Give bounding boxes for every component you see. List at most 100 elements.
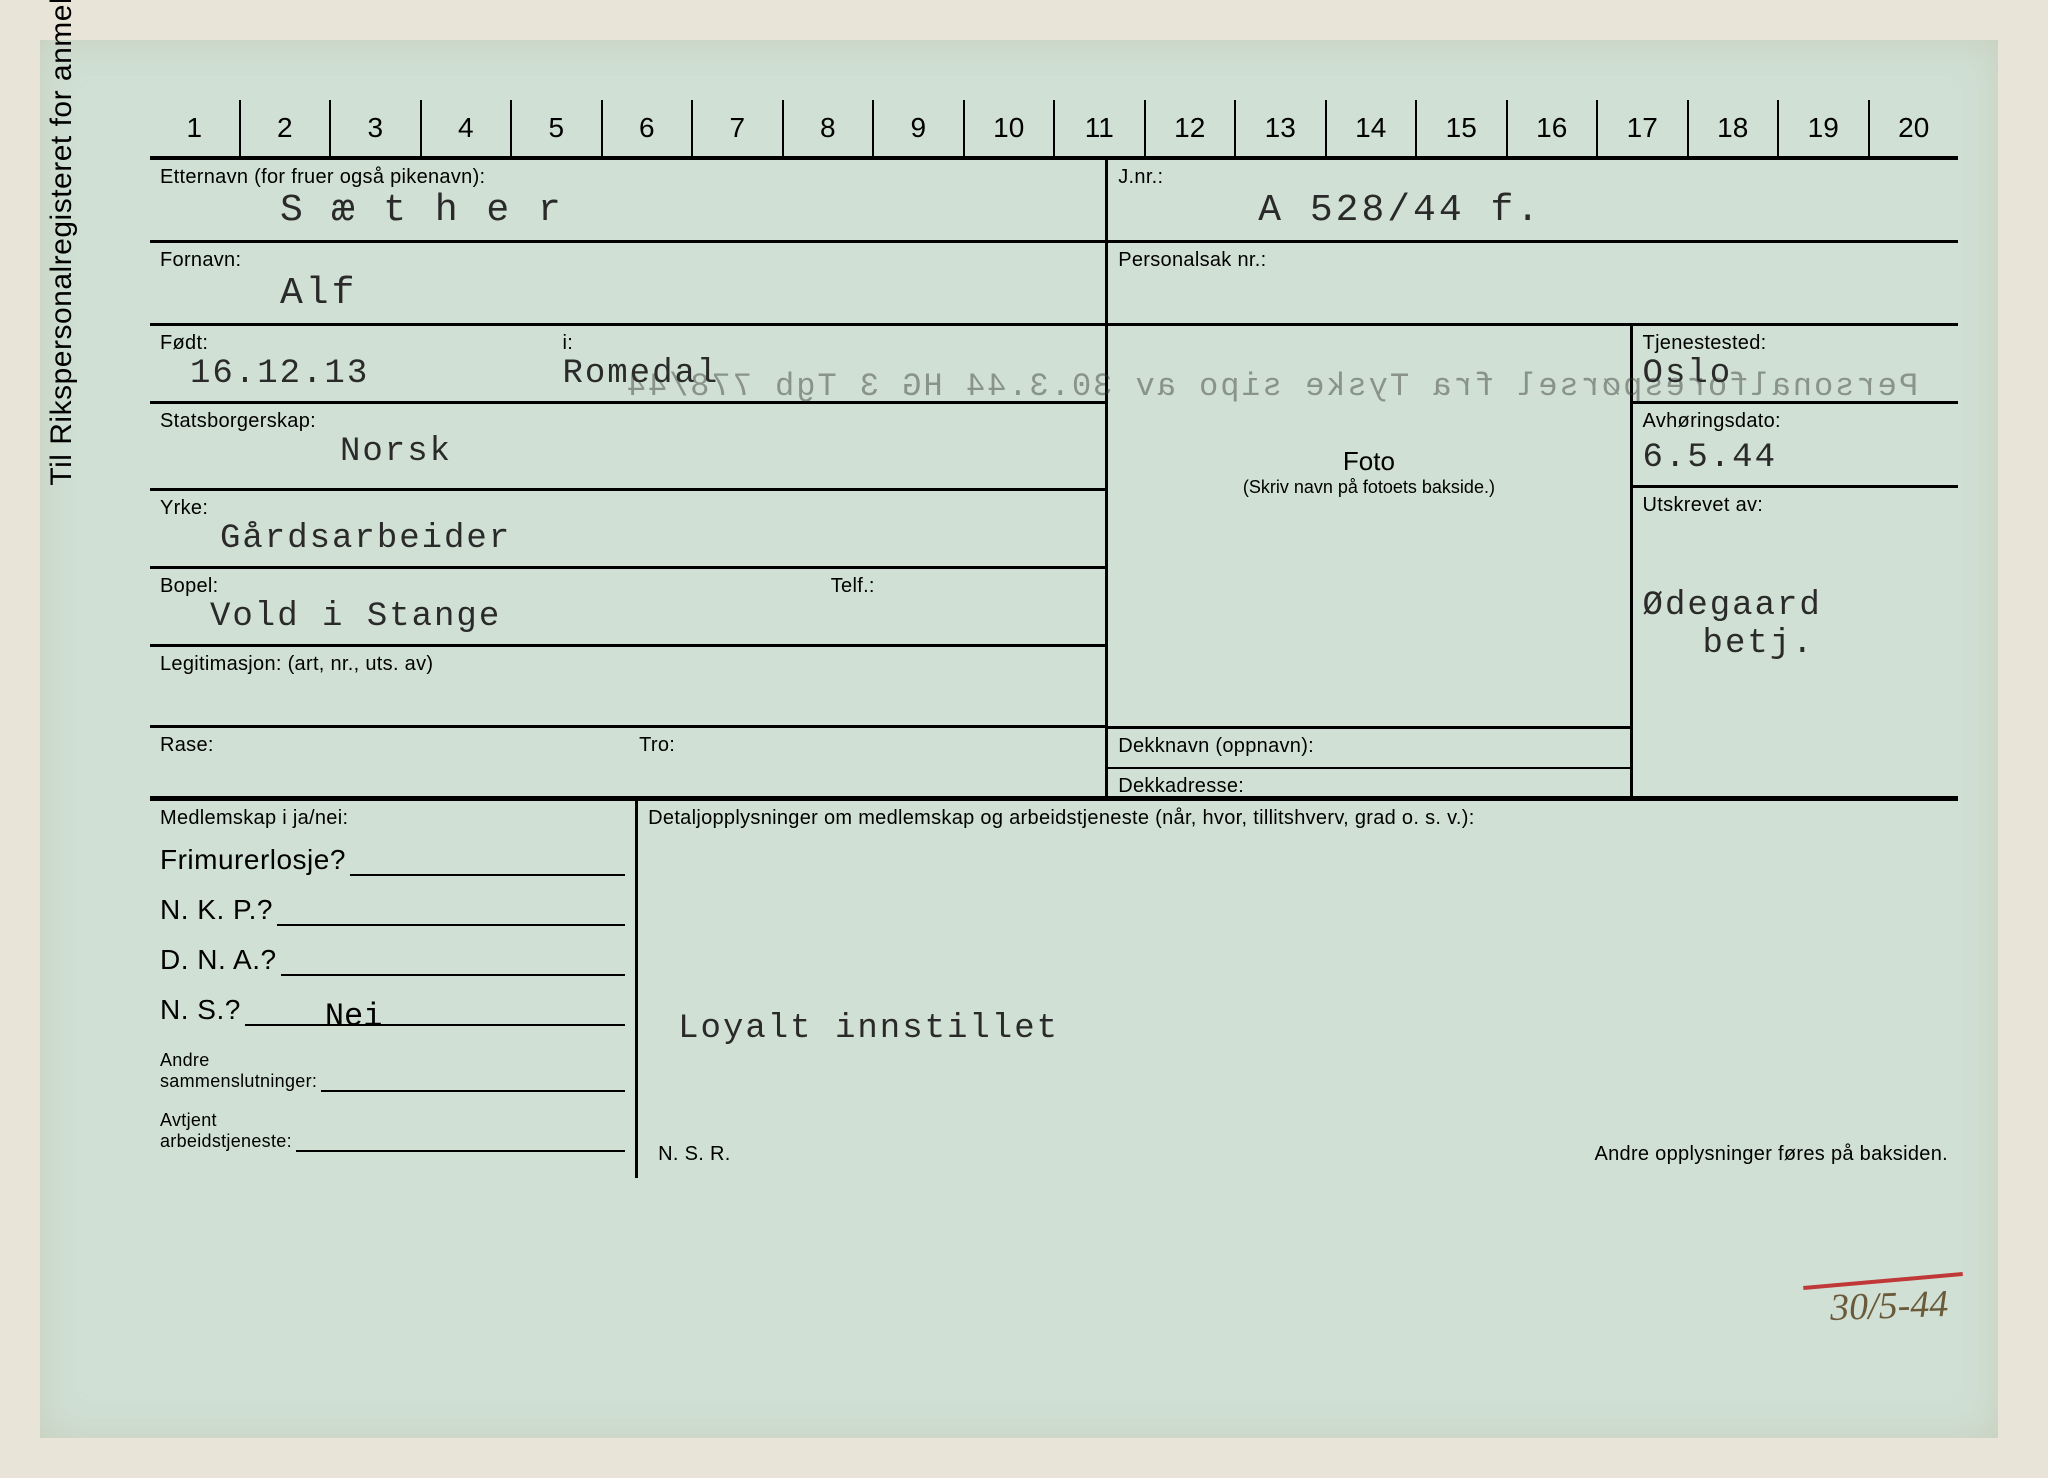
- label-medlemskap: Medlemskap i ja/nei:: [160, 807, 625, 830]
- ruler-cell: 14: [1325, 100, 1416, 156]
- label-jnr: J.nr.:: [1118, 166, 1948, 189]
- vertical-title: Til Rikspersonalregisteret for anmeldte.: [45, 0, 79, 486]
- registration-card: Til Rikspersonalregisteret for anmeldte.…: [40, 40, 1998, 1438]
- line-ns: N. S.? Nei: [160, 994, 625, 1026]
- ruler-cell: 1: [150, 100, 239, 156]
- line-avtjent: Avtjent arbeidstjeneste:: [160, 1110, 625, 1152]
- label-andre-oppl: Andre opplysninger føres på baksiden.: [1594, 1143, 1948, 1166]
- cell-tjenestested: Tjenestested: Oslo: [1633, 326, 1958, 404]
- ruler-cell: 6: [601, 100, 692, 156]
- cell-utskrevet: Utskrevet av: Ødegaard betj.: [1633, 488, 1958, 801]
- ruler-cell: 4: [420, 100, 511, 156]
- row-firstname: Fornavn: Alf Personalsak nr.:: [150, 243, 1958, 326]
- label-frimurerlosje: Frimurerlosje?: [160, 844, 346, 876]
- label-bopel: Bopel:: [160, 575, 811, 598]
- label-andre-samm: Andre sammenslutninger:: [160, 1050, 317, 1092]
- column-ruler: 1 2 3 4 5 6 7 8 9 10 11 12 13 14 15 16 1…: [150, 100, 1958, 160]
- line-nkp: N. K. P.?: [160, 894, 625, 926]
- cell-rase: Rase:: [150, 728, 629, 796]
- row-race-faith: Rase: Tro:: [150, 728, 1108, 801]
- label-fornavn: Fornavn:: [160, 249, 1095, 272]
- row-legitimation: Legitimasjon: (art, nr., uts. av): [150, 647, 1108, 728]
- ruler-cell: 20: [1868, 100, 1959, 156]
- cell-avhoringsdato: Avhøringsdato: 6.5.44: [1633, 404, 1958, 488]
- ruler-cell: 9: [872, 100, 963, 156]
- ruler-cell: 11: [1053, 100, 1144, 156]
- label-fodt: Født:: [160, 332, 542, 355]
- value-frimurerlosje: [350, 848, 625, 876]
- value-jnr: A 528/44 f.: [1118, 189, 1948, 232]
- ruler-cell: 18: [1687, 100, 1778, 156]
- foto-column: Foto (Skriv navn på fotoets bakside.) De…: [1108, 326, 1632, 801]
- cell-legitimasjon: Legitimasjon: (art, nr., uts. av): [150, 647, 1108, 725]
- label-dekknavn: Dekknavn (oppnavn):: [1118, 735, 1314, 757]
- cell-personalsak: Personalsak nr.:: [1108, 243, 1958, 323]
- label-legitimasjon: Legitimasjon: (art, nr., uts. av): [160, 653, 1095, 676]
- value-tjenestested: Oslo: [1643, 355, 1948, 393]
- ruler-cell: 5: [510, 100, 601, 156]
- label-personalsak: Personalsak nr.:: [1118, 249, 1948, 272]
- value-fornavn: Alf: [160, 272, 1095, 315]
- label-dna: D. N. A.?: [160, 944, 277, 976]
- ruler-cell: 13: [1234, 100, 1325, 156]
- mid-grid: Født: 16.12.13 i: Romedal Statsborgerska…: [150, 326, 1958, 801]
- label-telf: Telf.:: [831, 575, 1095, 598]
- line-dna: D. N. A.?: [160, 944, 625, 976]
- ruler-cell: 16: [1506, 100, 1597, 156]
- handwritten-date: 30/5-44: [1829, 1282, 1949, 1330]
- value-fodt-i: Romedal: [562, 355, 1095, 393]
- value-bopel: Vold i Stange: [160, 598, 811, 636]
- value-yrke: Gårdsarbeider: [160, 520, 1095, 558]
- value-dna: [281, 948, 626, 976]
- label-statsborgerskap: Statsborgerskap:: [160, 410, 1095, 433]
- cell-yrke: Yrke: Gårdsarbeider: [150, 491, 1108, 566]
- value-nkp: [277, 898, 625, 926]
- ruler-cell: 2: [239, 100, 330, 156]
- row-surname: Etternavn (for fruer også pikenavn): S æ…: [150, 160, 1958, 243]
- label-dekkadresse: Dekkadresse:: [1118, 775, 1244, 797]
- cell-fornavn: Fornavn: Alf: [150, 243, 1108, 323]
- line-frimurerlosje: Frimurerlosje?: [160, 844, 625, 876]
- cell-dekkadresse: Dekkadresse:: [1108, 769, 1632, 801]
- label-ns: N. S.?: [160, 994, 241, 1026]
- label-tjenestested: Tjenestested:: [1643, 332, 1948, 355]
- ruler-cell: 12: [1144, 100, 1235, 156]
- value-etternavn: S æ t h e r: [160, 189, 1095, 232]
- ruler-cell: 8: [782, 100, 873, 156]
- cell-fodt-i: i: Romedal: [552, 326, 1108, 401]
- cell-tro: Tro:: [629, 728, 1108, 796]
- value-detaljopplysninger: Loyalt innstillet: [648, 830, 1948, 1048]
- label-foto: Foto: [1108, 446, 1629, 477]
- label-etternavn: Etternavn (for fruer også pikenavn):: [160, 166, 1095, 189]
- row-born: Født: 16.12.13 i: Romedal: [150, 326, 1108, 404]
- line-andre-samm: Andre sammenslutninger:: [160, 1050, 625, 1092]
- ruler-cell: 10: [963, 100, 1054, 156]
- value-fodt: 16.12.13: [160, 355, 542, 393]
- ruler-cell: 17: [1596, 100, 1687, 156]
- value-ns: Nei: [245, 998, 625, 1026]
- cell-membership: Medlemskap i ja/nei: Frimurerlosje? N. K…: [150, 801, 638, 1178]
- cell-etternavn: Etternavn (for fruer også pikenavn): S æ…: [150, 160, 1108, 240]
- value-avtjent: [296, 1124, 625, 1152]
- ruler-cell: 15: [1415, 100, 1506, 156]
- label-foto-sub: (Skriv navn på fotoets bakside.): [1108, 477, 1629, 498]
- cell-details: Detaljopplysninger om medlemskap og arbe…: [638, 801, 1958, 1178]
- cell-fodt: Født: 16.12.13: [150, 326, 552, 401]
- ruler-cell: 7: [691, 100, 782, 156]
- row-address: Bopel: Vold i Stange Telf.:: [150, 569, 1108, 647]
- value-utskrevet-1: Ødegaard: [1643, 587, 1948, 625]
- label-nsr: N. S. R.: [658, 1143, 730, 1166]
- cell-dekknavn: Dekknavn (oppnavn):: [1108, 729, 1632, 769]
- cell-bopel: Bopel: Vold i Stange: [150, 569, 821, 644]
- label-yrke: Yrke:: [160, 497, 1095, 520]
- cell-foto: Foto (Skriv navn på fotoets bakside.): [1108, 326, 1632, 729]
- bottom-grid: Medlemskap i ja/nei: Frimurerlosje? N. K…: [150, 801, 1958, 1178]
- label-nkp: N. K. P.?: [160, 894, 273, 926]
- label-fodt-i: i:: [562, 332, 1095, 355]
- cell-jnr: J.nr.: A 528/44 f.: [1108, 160, 1958, 240]
- label-rase: Rase:: [160, 734, 619, 757]
- row-citizenship: Statsborgerskap: Norsk: [150, 404, 1108, 491]
- cell-statsborgerskap: Statsborgerskap: Norsk: [150, 404, 1108, 488]
- value-statsborgerskap: Norsk: [160, 433, 1095, 471]
- label-tro: Tro:: [639, 734, 1095, 757]
